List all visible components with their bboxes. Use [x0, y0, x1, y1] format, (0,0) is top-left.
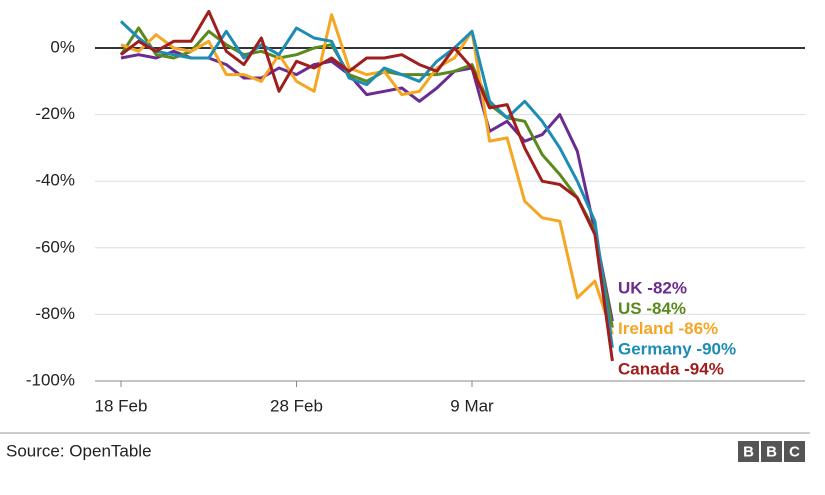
logo-letter: B [766, 443, 777, 460]
end-label: US -84% [618, 299, 686, 318]
y-tick-label: -60% [35, 237, 75, 256]
x-tick-label: 9 Mar [450, 396, 494, 415]
logo-box [761, 441, 782, 462]
y-tick-label: -20% [35, 104, 75, 123]
series-line [120, 9, 614, 362]
x-tick-label: 28 Feb [270, 396, 323, 415]
x-tick-label: 18 Feb [95, 396, 148, 415]
series-line [119, 26, 614, 328]
end-label: Germany -90% [618, 339, 736, 358]
source: Source: OpenTable [6, 441, 152, 460]
logo-letter: B [743, 443, 754, 460]
series-line [120, 13, 614, 335]
end-label: Ireland -86% [618, 319, 718, 338]
y-tick-label: -80% [35, 304, 75, 323]
y-tick-label: -100% [26, 370, 75, 389]
y-tick-label: -40% [35, 171, 75, 190]
end-label: Canada -94% [618, 360, 724, 379]
series-line [119, 20, 614, 348]
logo-box [784, 441, 805, 462]
series-line [120, 49, 614, 322]
end-label: UK -82% [618, 278, 687, 297]
logo-letter: C [789, 443, 800, 460]
y-tick-label: 0% [50, 37, 75, 56]
logo-box [738, 441, 759, 462]
